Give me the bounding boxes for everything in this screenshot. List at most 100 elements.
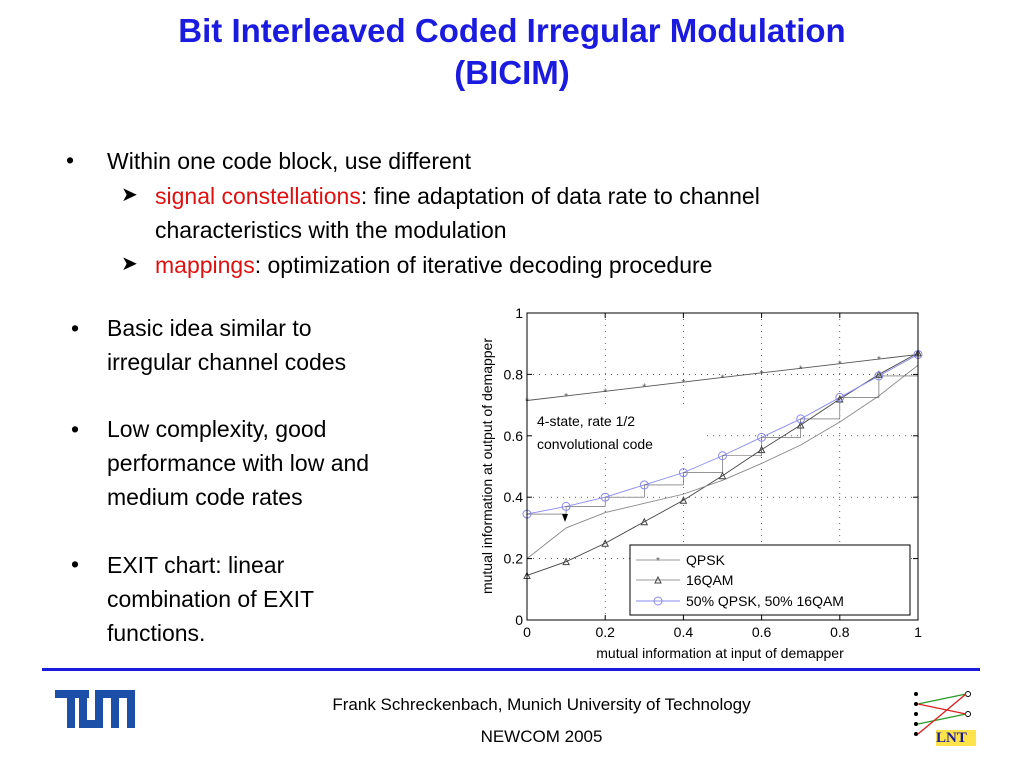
lnt-logo <box>914 691 976 746</box>
bullet-dot: • <box>71 416 80 442</box>
x-tick-label: 0.2 <box>595 624 615 640</box>
sub-bullet-2-rest: : optimization of iterative decoding pro… <box>254 252 713 278</box>
data-point: * <box>642 383 646 394</box>
left-bullet-2-line: Low complexity, good <box>107 416 327 442</box>
data-point: * <box>760 369 764 380</box>
x-axis-label: mutual information at input of demapper <box>596 645 844 661</box>
x-tick-label: 0.8 <box>830 624 850 640</box>
data-point: * <box>564 392 568 403</box>
left-bullet-1: Basic idea similar to irregular channel … <box>107 311 346 379</box>
data-point <box>835 392 845 402</box>
sub-bullet-1-rest: : fine adaptation of data rate to channe… <box>360 183 760 209</box>
arrow-bullet-icon: ➤ <box>121 253 138 275</box>
left-bullet-2: Low complexity, good performance with lo… <box>107 412 369 514</box>
data-point <box>561 501 571 511</box>
data-point: * <box>799 364 803 375</box>
data-point <box>718 471 727 480</box>
y-tick-label: 0.8 <box>504 366 524 382</box>
data-point <box>914 348 922 357</box>
data-point: * <box>916 350 920 361</box>
legend-label-mixed: 50% QPSK, 50% 16QAM <box>686 593 844 609</box>
legend-marker-16qam-icon <box>654 575 662 584</box>
left-bullet-1-line: Basic idea similar to <box>107 315 312 341</box>
y-tick-label: 1 <box>515 305 523 321</box>
data-point: * <box>721 373 725 384</box>
sub-bullet-2-highlight: mappings <box>155 252 255 278</box>
top-bullet-text: Within one code block, use different <box>107 148 471 174</box>
series-line-3 <box>526 354 919 515</box>
annotation-box <box>533 408 703 456</box>
series-line-2 <box>526 352 919 576</box>
x-tick-label: 0 <box>523 624 531 640</box>
legend-label-qpsk: QPSK <box>686 552 726 568</box>
data-point <box>718 451 727 461</box>
data-point <box>523 571 531 579</box>
y-tick-label: 0.6 <box>504 428 524 444</box>
annotation-line-1: 4-state, rate 1/2 <box>537 413 635 429</box>
arrow-bullet-icon: ➤ <box>121 184 138 206</box>
sub-bullet-1: signal constellations: fine adaptation o… <box>155 179 760 213</box>
footer-event: NEWCOM 2005 <box>480 727 603 746</box>
footer-rule <box>42 668 980 671</box>
data-point <box>835 394 844 403</box>
data-point <box>875 370 883 378</box>
data-point <box>757 445 766 454</box>
data-point <box>874 371 884 381</box>
lnt-logo-text: LNT <box>936 730 967 746</box>
data-point <box>522 509 532 519</box>
y-tick-label: 0.4 <box>504 489 524 505</box>
series-line-1 <box>526 353 919 401</box>
left-bullet-3-line: functions. <box>107 620 206 646</box>
data-point: * <box>525 396 529 407</box>
data-point <box>562 557 570 566</box>
plot-area <box>527 313 918 620</box>
left-bullet-3-line: EXIT chart: linear <box>107 552 285 578</box>
x-tick-label: 0.4 <box>674 624 694 640</box>
annotation-line-2: convolutional code <box>537 436 653 452</box>
left-bullet-3-line: combination of EXIT <box>107 586 315 612</box>
legend-box <box>629 544 911 616</box>
x-tick-label: 1 <box>914 624 922 640</box>
legend-marker-qpsk-icon: * <box>656 556 660 567</box>
y-tick-label: 0 <box>515 612 523 628</box>
sub-bullet-2: mappings: optimization of iterative deco… <box>155 248 712 282</box>
y-tick-label: 0.2 <box>504 551 524 567</box>
slide-title: Bit Interleaved Coded Irregular Modulati… <box>0 10 1024 94</box>
decoding-trajectory <box>527 375 918 515</box>
bullet-dot: • <box>71 551 80 577</box>
footer-author: Frank Schreckenbach, Munich University o… <box>332 695 751 714</box>
left-bullet-2-line: medium code rates <box>107 484 303 510</box>
left-bullet-1-line: irregular channel codes <box>107 349 347 375</box>
data-point <box>601 539 610 547</box>
data-point <box>796 420 805 429</box>
title-line-2: (BICIM) <box>454 54 570 91</box>
series-line-4 <box>526 364 919 559</box>
tum-logo <box>55 690 135 728</box>
plot-frame <box>526 312 919 621</box>
x-tick-label: 0.6 <box>752 624 772 640</box>
data-point: * <box>681 378 685 389</box>
data-point <box>796 414 806 424</box>
data-point: * <box>603 387 607 398</box>
data-point <box>679 496 688 504</box>
sub-bullet-1-cont: characteristics with the modulation <box>155 217 507 243</box>
data-point <box>678 468 688 478</box>
sub-bullet-1-highlight: signal constellations <box>155 183 361 209</box>
data-point: * <box>838 360 842 371</box>
data-point <box>639 480 649 490</box>
legend-marker-mixed-icon <box>653 596 663 606</box>
annotation-arrow-icon <box>562 514 568 522</box>
data-point <box>757 432 767 442</box>
bullet-dot: • <box>71 315 80 341</box>
data-point <box>913 349 923 359</box>
data-point <box>640 517 649 526</box>
legend-label-16qam: 16QAM <box>686 572 733 588</box>
bullet-dot: • <box>66 147 75 173</box>
left-bullet-3: EXIT chart: linear combination of EXIT f… <box>107 548 314 650</box>
title-line-1: Bit Interleaved Coded Irregular Modulati… <box>178 12 846 49</box>
y-axis-label: mutual information at output of demapper <box>479 338 495 594</box>
left-bullet-2-line: performance with low and <box>107 450 370 476</box>
data-point <box>600 492 610 502</box>
data-point: * <box>877 355 881 366</box>
